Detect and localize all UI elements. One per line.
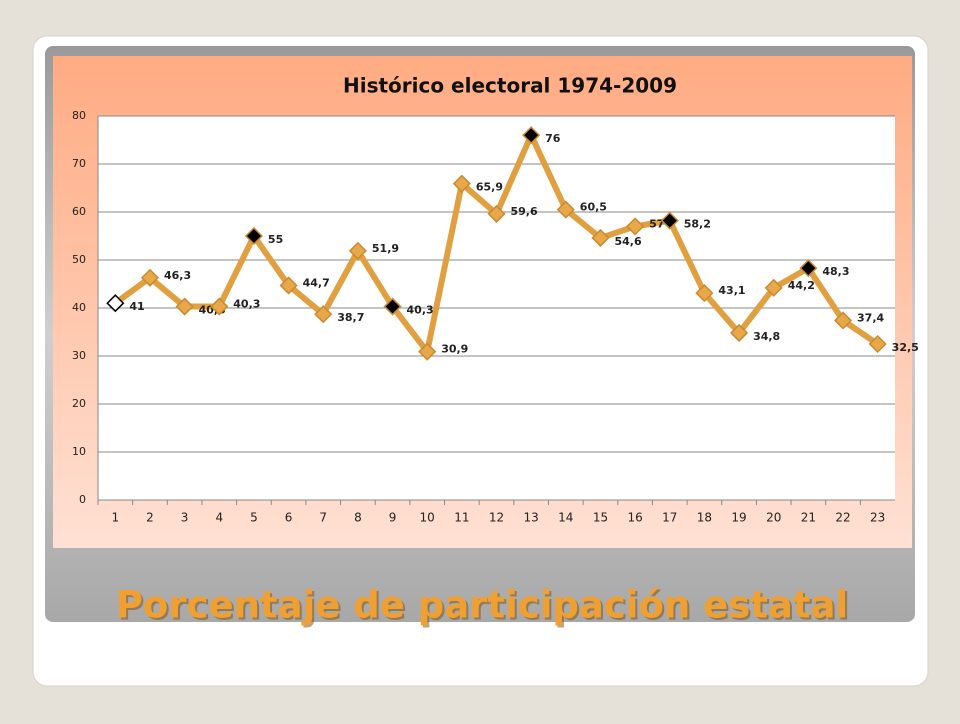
- x-tick-label: 5: [250, 511, 258, 525]
- x-tick-label: 15: [593, 511, 608, 525]
- data-label: 40,3: [407, 304, 434, 317]
- data-label: 48,3: [822, 265, 849, 278]
- x-tick-label: 12: [489, 511, 504, 525]
- marker: [314, 305, 333, 324]
- x-tick-label: 1: [112, 511, 120, 525]
- x-tick-label: 9: [389, 511, 397, 525]
- data-label: 41: [129, 300, 144, 313]
- data-label: 55: [268, 233, 283, 246]
- data-label: 37,4: [857, 311, 884, 324]
- marker: [210, 297, 229, 316]
- marker: [626, 217, 645, 236]
- data-label: 44,7: [303, 276, 330, 289]
- marker: [244, 226, 263, 246]
- marker: [140, 268, 160, 287]
- y-tick-label: 10: [72, 445, 86, 458]
- marker: [106, 294, 125, 313]
- data-label: 38,7: [337, 311, 364, 324]
- data-label: 43,1: [718, 284, 745, 297]
- marker: [764, 278, 783, 297]
- x-tick-label: 8: [354, 511, 362, 525]
- x-tick-label: 20: [766, 511, 781, 525]
- marker: [591, 228, 610, 247]
- data-label: 30,9: [441, 343, 468, 356]
- marker: [799, 259, 818, 278]
- marker: [695, 284, 714, 303]
- slide-title-shadow: Porcentaje de participación estatal: [118, 586, 850, 629]
- y-tick-label: 60: [72, 205, 86, 218]
- x-tick-label: 21: [801, 511, 816, 525]
- data-label: 57: [649, 217, 664, 230]
- x-tick-label: 23: [870, 511, 885, 525]
- data-label: 60,5: [580, 201, 607, 214]
- marker: [418, 342, 437, 361]
- y-tick-label: 30: [72, 349, 86, 362]
- data-label: 59,6: [511, 205, 538, 218]
- x-tick-label: 17: [662, 511, 677, 525]
- x-tick-label: 22: [835, 511, 850, 525]
- marker: [660, 211, 679, 230]
- data-label: 65,9: [476, 181, 503, 194]
- marker: [833, 311, 853, 330]
- x-tick-label: 7: [319, 511, 327, 525]
- data-label: 46,3: [164, 269, 191, 282]
- y-tick-label: 70: [72, 157, 86, 170]
- marker: [452, 174, 471, 193]
- marker: [868, 334, 887, 354]
- marker: [279, 276, 298, 295]
- marker: [383, 297, 402, 316]
- data-label: 76: [545, 132, 561, 145]
- data-label: 44,2: [788, 279, 815, 292]
- marker: [348, 241, 367, 260]
- marker: [175, 297, 194, 316]
- y-tick-label: 20: [72, 397, 86, 410]
- x-tick-label: 2: [146, 511, 154, 525]
- data-label: 58,2: [684, 218, 711, 231]
- x-tick-label: 18: [697, 511, 712, 525]
- x-tick-label: 14: [558, 511, 573, 525]
- chart-title: Histórico electoral 1974-2009: [343, 74, 677, 98]
- marker: [556, 200, 575, 219]
- x-tick-label: 6: [285, 511, 293, 525]
- data-label: 32,5: [892, 341, 919, 354]
- x-tick-label: 19: [731, 511, 746, 525]
- x-tick-label: 3: [181, 511, 189, 525]
- y-tick-label: 40: [72, 301, 86, 314]
- data-label: 54,6: [614, 235, 641, 248]
- data-label: 51,9: [372, 242, 399, 255]
- marker: [522, 126, 541, 145]
- slide-title: Porcentaje de participación estatal: [116, 584, 848, 627]
- x-tick-label: 11: [454, 511, 469, 525]
- y-tick-label: 0: [79, 493, 86, 506]
- marker: [487, 204, 506, 223]
- x-tick-label: 10: [420, 511, 435, 525]
- data-label: 34,8: [753, 330, 780, 343]
- x-tick-label: 16: [627, 511, 642, 525]
- x-tick-label: 13: [524, 511, 539, 525]
- x-tick-label: 4: [215, 511, 223, 525]
- y-tick-label: 50: [72, 253, 86, 266]
- data-label: 40,3: [233, 298, 260, 311]
- marker: [730, 323, 749, 343]
- y-tick-label: 80: [72, 109, 86, 122]
